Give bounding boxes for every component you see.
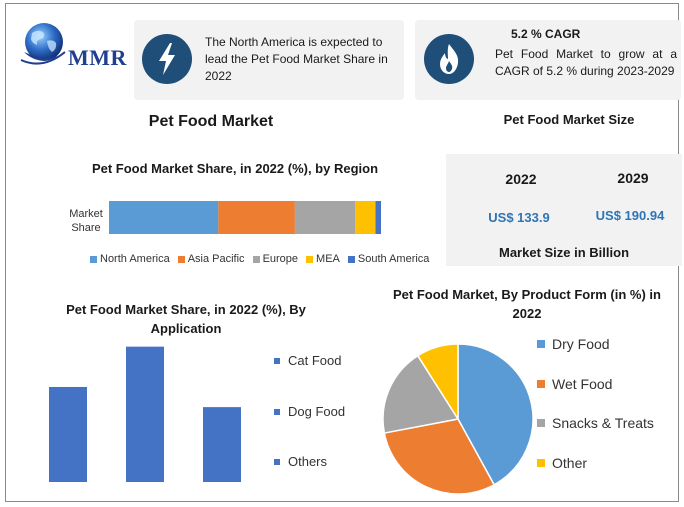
legend-others: Others (274, 454, 327, 469)
north-america-text: The North America is expected to lead th… (205, 35, 388, 83)
legend-snacks-treats: Snacks & Treats (537, 415, 654, 431)
legend-label: Wet Food (552, 376, 613, 392)
market-size-panel: 2022 2029 US$ 133.9 US$ 190.94 Market Si… (446, 154, 682, 266)
legend-swatch (306, 255, 314, 263)
application-bar-cat-food (49, 386, 87, 482)
legend-swatch (537, 340, 545, 349)
legend-swatch (537, 380, 545, 389)
legend-label: Other (552, 455, 588, 471)
legend-swatch (537, 419, 545, 428)
application-chart (49, 346, 241, 482)
application-chart-title: Pet Food Market Share, in 2022 (%), By A… (66, 302, 306, 336)
section-title-market-size: Pet Food Market Size (503, 112, 635, 127)
legend-cat-food: Cat Food (274, 353, 341, 368)
application-bar-others (203, 407, 241, 482)
legend-label: Dry Food (552, 336, 610, 352)
legend-other: Other (537, 455, 587, 471)
legend-swatch (347, 255, 355, 263)
region-chart-title: Pet Food Market Share, in 2022 (%), by R… (91, 161, 379, 176)
legend-label: Snacks & Treats (552, 415, 654, 431)
legend-label: Dog Food (288, 404, 346, 419)
region-category-label: Market Share (69, 208, 103, 234)
legend-dog-food: Dog Food (274, 404, 345, 419)
legend-label: MEA (316, 253, 340, 265)
legend-mea: MEA (306, 253, 340, 265)
region-bar-south-america (375, 201, 381, 234)
legend-swatch (252, 255, 260, 263)
value-2029: US$ 190.94 (595, 208, 665, 223)
legend-swatch (274, 408, 280, 415)
year-2022: 2022 (505, 171, 537, 187)
region-legend: North America Asia Pacific Europe MEA So… (90, 253, 429, 265)
legend-swatch (274, 458, 280, 465)
legend-label: Asia Pacific (187, 253, 245, 265)
legend-swatch (177, 255, 185, 263)
legend-swatch (274, 357, 280, 364)
legend-label: Others (288, 454, 328, 469)
legend-swatch (90, 255, 97, 263)
pie-slice-snacks-treats (382, 354, 460, 434)
pie-slice-wet-food (383, 418, 496, 495)
cagr-title: 5.2 % CAGR (511, 27, 581, 41)
legend-wet-food: Wet Food (537, 376, 612, 392)
section-title-pet-food-market: Pet Food Market (148, 113, 274, 130)
legend-label: North America (100, 253, 170, 265)
legend-swatch (537, 459, 545, 468)
region-bar-north-america (109, 201, 219, 234)
legend-asia-pacific: Asia Pacific (177, 253, 245, 265)
legend-dry-food: Dry Food (537, 336, 610, 352)
application-bar-dog-food (126, 346, 164, 482)
mmr-logo: MMR (18, 18, 126, 78)
flame-icon (424, 34, 474, 84)
pie-slice-other (416, 343, 459, 422)
legend-north-america: North America (90, 253, 170, 265)
legend-europe: Europe (252, 253, 299, 265)
pie-slice-dry-food (457, 343, 534, 486)
region-bar-asia-pacific (218, 201, 295, 234)
year-2029: 2029 (617, 170, 649, 186)
cagr-card: 5.2 % CAGR Pet Food Market to grow at a … (415, 20, 681, 100)
brand-name: MMR (68, 45, 127, 70)
value-2022: US$ 133.9 (488, 210, 550, 225)
north-america-card: The North America is expected to lead th… (134, 20, 404, 100)
legend-south-america: South America (347, 253, 430, 265)
region-bar-europe (294, 201, 356, 234)
lightning-bolt-icon (142, 34, 192, 84)
market-size-caption: Market Size in Billion (498, 245, 630, 260)
globe-icon (20, 23, 66, 65)
cagr-text: Pet Food Market to grow at a CAGR of 5.2… (495, 47, 677, 78)
region-bar-mea (355, 201, 376, 234)
legend-label: South America (357, 253, 430, 265)
product-form-chart-title: Pet Food Market, By Product Form (in %) … (393, 287, 661, 321)
legend-label: Europe (262, 253, 299, 265)
legend-label: Cat Food (288, 353, 342, 368)
region-chart (109, 201, 381, 234)
product-form-pie (382, 343, 534, 495)
infographic-frame: MMR The North America is expected to lea… (5, 3, 682, 502)
